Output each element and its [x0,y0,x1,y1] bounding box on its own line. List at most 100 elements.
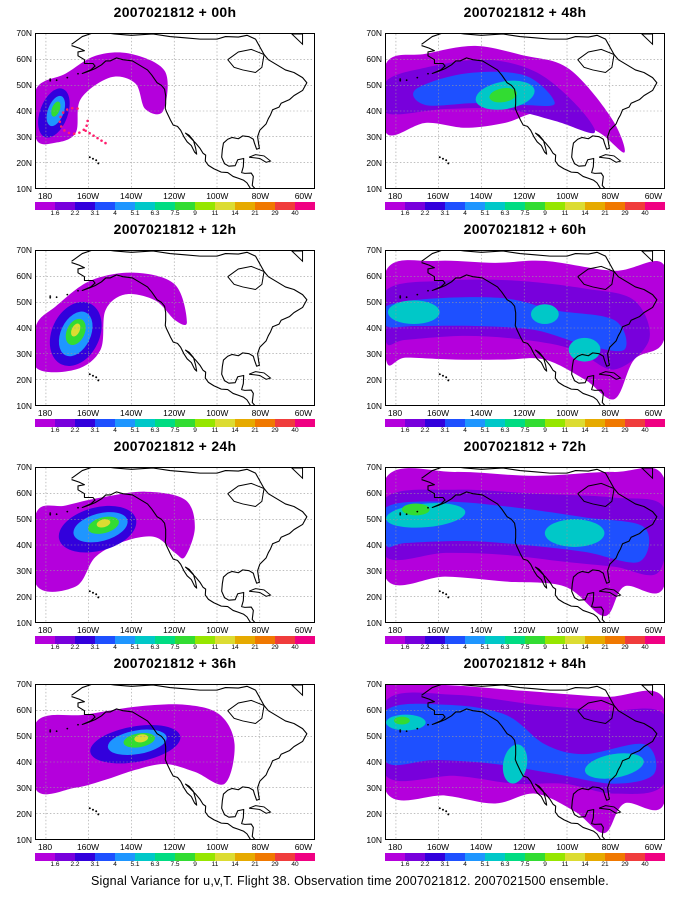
colorbar-swatch [605,853,625,861]
hawaii-island [447,379,450,382]
colorbar-swatch [405,636,425,644]
colorbar-label: 14 [581,210,589,217]
panel-title: 2007021812 + 12h [113,221,237,237]
colorbar-swatch [385,419,405,427]
lat-tick-label: 10N [16,618,32,628]
colorbar-label: 21 [601,210,609,217]
map-panel-48h: 2007021812 + 48h 70N 60N 50N 40N 30N 20N 10N 180… [350,0,700,217]
lat-tick-label: 20N [16,158,32,168]
lon-tick-label: 180 [387,625,403,635]
caribbean-coast [248,588,272,597]
hawaii-island [97,162,100,165]
colorbar-label: 5.1 [480,210,490,217]
colorbar-swatch [505,853,525,861]
lat-tick-label: 50N [16,297,32,307]
lon-tick-label: 100W [556,625,579,635]
colorbar-label: 40 [641,644,649,651]
colorbar-label: 6.3 [150,427,160,434]
island-mark [405,79,408,82]
colorbar-label: 29 [621,427,629,434]
colorbar-label: 21 [251,210,259,217]
lat-tick-label: 50N [16,731,32,741]
colorbar-swatch [565,636,585,644]
lat-tick-label: 60N [16,54,32,64]
island-mark [405,513,408,516]
lon-tick-label: 80W [251,408,270,418]
lon-tick-label: 180 [37,842,53,852]
colorbar [385,419,665,427]
lat-tick-label: 70N [366,679,382,689]
hawaii-island [91,157,94,160]
colorbar-swatch [545,202,565,210]
hawaii-island [91,591,94,594]
colorbar-label: 3.1 [90,644,100,651]
lon-tick-label: 140W [470,191,493,201]
lon-tick-label: 60W [644,625,663,635]
colorbar-label: 9 [193,427,197,434]
colorbar-swatch [565,853,585,861]
colorbar-label: 2.2 [420,210,430,217]
colorbar-label: 6.3 [150,861,160,868]
lat-tick-label: 30N [16,132,32,142]
colorbar-label: 1.6 [50,861,60,868]
island-mark [49,295,52,298]
hawaii-island [438,156,441,159]
hawaii-island [88,807,91,810]
colorbar-swatch [465,419,485,427]
colorbar-swatch [295,202,315,210]
lat-tick-label: 50N [16,514,32,524]
coastline [71,251,308,405]
colorbar-swatch [505,202,525,210]
contour-fill [386,703,657,784]
colorbar-swatch [235,202,255,210]
lat-tick-label: 30N [366,566,382,576]
colorbar-label: 7.5 [520,861,530,868]
lat-tick-label: 20N [366,592,382,602]
colorbar-label: 11 [211,210,219,217]
colorbar-swatch [645,419,665,427]
lon-tick-label: 100W [556,842,579,852]
colorbar-swatch [585,419,605,427]
colorbar-swatch [505,636,525,644]
colorbar-label: 21 [251,427,259,434]
hawaii-island [97,596,100,599]
colorbar [385,636,665,644]
colorbar-label: 1.6 [50,427,60,434]
colorbar-label: 6.3 [500,861,510,868]
colorbar-swatch [235,419,255,427]
coastline [421,685,658,839]
hawaii-island [445,376,448,379]
colorbar-swatch [425,202,445,210]
flight-track-point [72,132,76,135]
colorbar-label: 14 [231,644,239,651]
colorbar-swatch [95,853,115,861]
lon-tick-label: 80W [601,842,620,852]
colorbar-label: 7.5 [170,644,180,651]
colorbar-label: 11 [561,861,569,868]
lat-tick-label: 70N [16,679,32,689]
colorbar-swatch [195,636,215,644]
colorbar-swatch [115,636,135,644]
flight-track-point [85,124,88,127]
colorbar-label: 2.2 [70,861,80,868]
colorbar-label: 4 [113,210,117,217]
colorbar-label: 11 [211,861,219,868]
island-mark [399,730,402,733]
colorbar-label: 40 [291,861,299,868]
lon-tick-label: 120W [163,408,186,418]
flight-track-point [88,131,91,135]
hawaii-island [445,159,448,162]
colorbar-swatch [35,202,55,210]
colorbar-swatch [35,853,55,861]
contour-fill [544,519,605,547]
island-mark [66,76,69,79]
hawaii-island [445,810,448,813]
flight-track-point [86,119,89,123]
lat-tick-label: 40N [16,757,32,767]
colorbar-label: 9 [543,861,547,868]
variance-field [36,34,314,188]
colorbar-swatch [35,636,55,644]
map-panel-00h: 2007021812 + 00h 70N 60N 50N 40N 30N 20N 10N 180… [0,0,350,217]
colorbar-label: 5.1 [480,427,490,434]
caribbean-coast [598,588,622,597]
